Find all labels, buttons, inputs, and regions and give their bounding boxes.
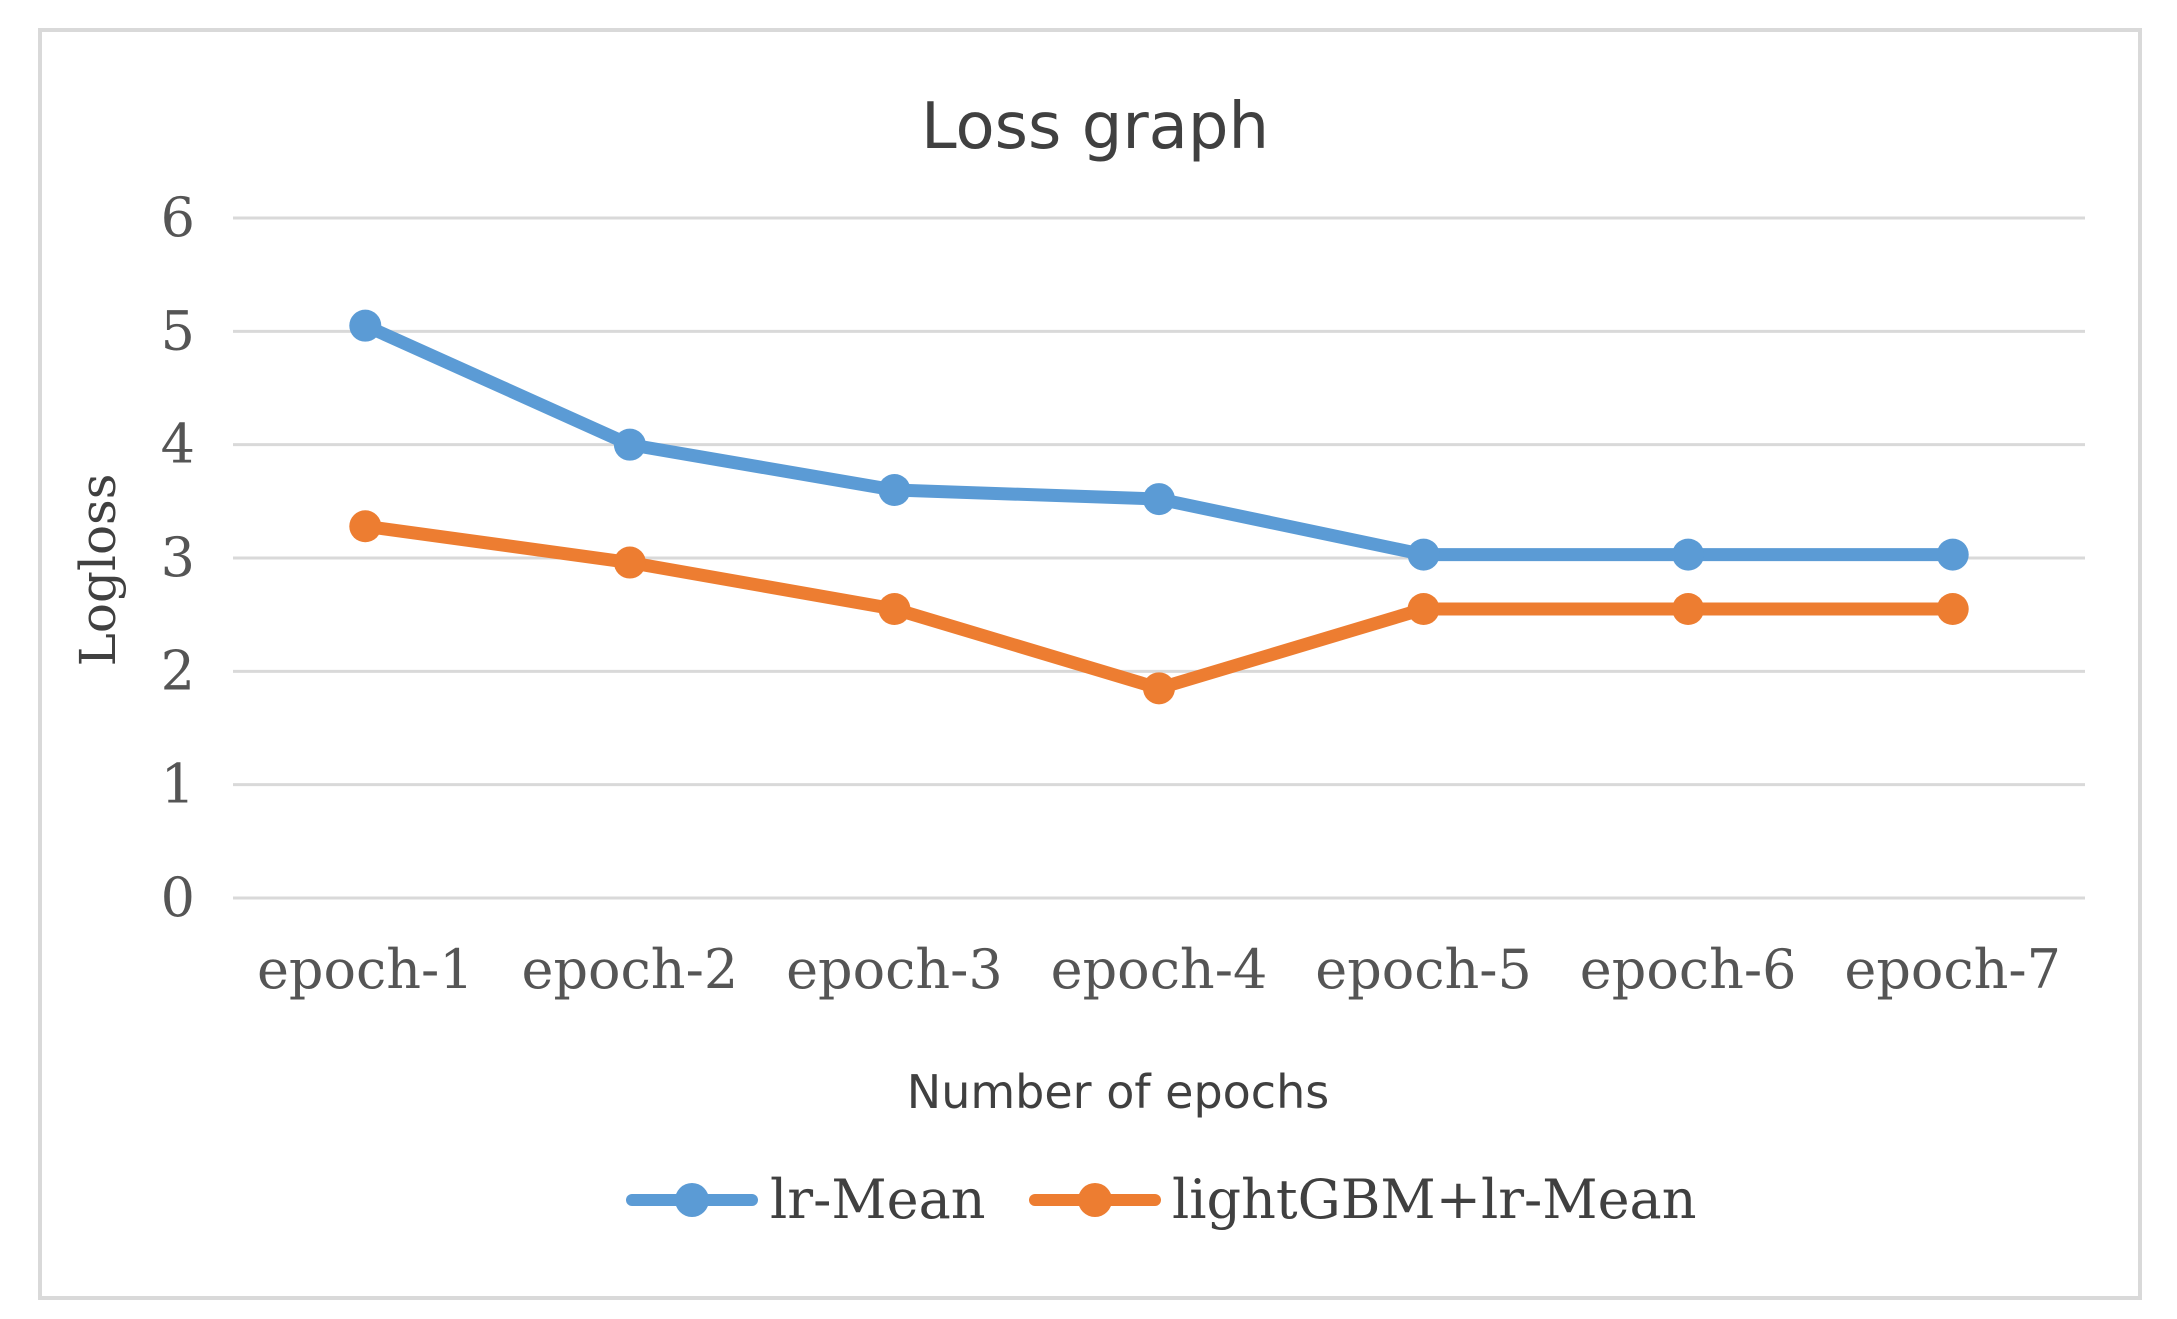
data-point — [613, 546, 646, 579]
x-tick-label: epoch-3 — [786, 938, 1003, 1001]
x-tick-label: epoch-7 — [1844, 938, 2061, 1001]
x-tick-label: epoch-5 — [1315, 938, 1532, 1001]
data-point — [1936, 593, 1969, 625]
data-point — [1672, 593, 1705, 625]
series-0 — [349, 309, 1969, 571]
data-point — [1407, 593, 1440, 625]
y-tick-label: 3 — [161, 526, 195, 589]
legend-label: lr-Mean — [770, 1168, 986, 1231]
legend-label: lightGBM+lr-Mean — [1172, 1168, 1697, 1231]
gridlines — [233, 216, 2085, 900]
x-tick-label: epoch-6 — [1580, 938, 1797, 1001]
data-point — [1936, 538, 1969, 571]
y-axis-title: Logloss — [69, 474, 127, 667]
series-layer — [349, 309, 1969, 705]
x-axis-ticks: epoch-1 epoch-2 epoch-3 epoch-4 epoch-5 epoch… — [257, 938, 2061, 1001]
chart-title: Loss graph — [921, 90, 1269, 164]
legend-swatch-marker — [1078, 1183, 1112, 1217]
x-tick-label: epoch-4 — [1051, 938, 1268, 1001]
legend-entry: lr-Mean — [626, 1168, 986, 1231]
y-tick-label: 1 — [161, 753, 195, 816]
data-point — [349, 510, 382, 543]
x-tick-label: epoch-1 — [257, 938, 474, 1001]
data-point — [613, 428, 646, 461]
y-tick-label: 0 — [161, 866, 195, 929]
y-tick-label: 5 — [161, 299, 195, 362]
y-tick-label: 4 — [161, 413, 195, 476]
data-point — [349, 309, 382, 342]
series-1 — [349, 510, 1969, 705]
data-point — [878, 474, 911, 506]
legend: lr-Mean lightGBM+lr-Mean — [626, 1168, 1697, 1231]
legend-swatch-marker — [675, 1183, 709, 1217]
x-tick-label: epoch-2 — [522, 938, 739, 1001]
legend-entry: lightGBM+lr-Mean — [1029, 1168, 1697, 1231]
y-axis-ticks: 0 1 2 3 4 5 6 — [161, 186, 195, 929]
y-tick-label: 2 — [161, 639, 195, 702]
x-axis-title: Number of epochs — [907, 1065, 1329, 1119]
data-point — [1672, 538, 1705, 571]
data-point — [1143, 483, 1175, 516]
data-point — [1407, 538, 1440, 571]
data-point — [878, 593, 911, 625]
data-point — [1143, 672, 1175, 705]
y-tick-label: 6 — [161, 186, 195, 249]
